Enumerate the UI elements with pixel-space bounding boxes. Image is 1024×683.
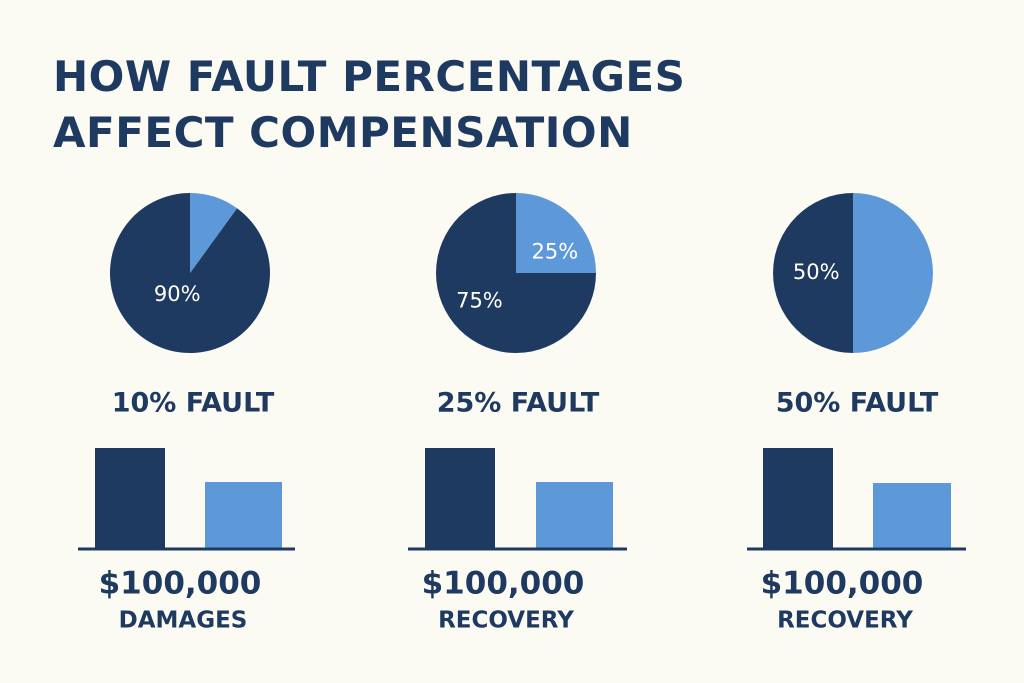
bar-charts-group: $100,000 DAMAGES $100,000 RECOVERY $100,000 R…: [78, 448, 966, 634]
pie-slice-label: 90%: [154, 282, 201, 306]
bar-category-label: DAMAGES: [119, 608, 248, 634]
pie-slice-label: 75%: [456, 289, 503, 313]
bar-value-label: $100,000: [422, 566, 585, 602]
bar-value-label: $100,000: [761, 566, 924, 602]
pie-slice-90: [110, 193, 271, 353]
bar-1: [763, 448, 833, 548]
pie-chart-3: 50% 50% FAULT: [773, 193, 939, 419]
bar-1: [425, 448, 495, 548]
title-line-2: AFFECT COMPENSATION: [53, 108, 633, 157]
pie-chart-1: 90% 10% FAULT: [110, 193, 275, 419]
pie-caption: 10% FAULT: [112, 388, 275, 419]
title-line-1: HOW FAULT PERCENTAGES: [53, 52, 686, 101]
pie-slice-50: [773, 193, 853, 353]
pie-slice-label: 25%: [532, 239, 579, 263]
pie-slice-25: [516, 193, 596, 273]
pie-slice-10: [190, 193, 238, 273]
pie-caption: 25% FAULT: [437, 388, 600, 419]
pie-caption: 50% FAULT: [776, 388, 939, 419]
bar-2: [873, 483, 951, 548]
bar-1: [95, 448, 165, 548]
bar-2: [205, 482, 282, 548]
bar-chart-3: $100,000 RECOVERY: [747, 448, 966, 634]
bar-value-label: $100,000: [99, 566, 262, 602]
bar-category-label: RECOVERY: [777, 608, 913, 634]
pie-charts-group: 90% 10% FAULT 75% 25% 25% FAULT 50% 50% FAULT: [110, 193, 939, 419]
pie-slice-label: 50%: [793, 260, 840, 284]
pie-chart-2: 75% 25% 25% FAULT: [436, 193, 600, 419]
bar-category-label: RECOVERY: [438, 608, 574, 634]
bar-2: [536, 482, 613, 548]
bar-chart-1: $100,000 DAMAGES: [78, 448, 295, 634]
pie-slice-50: [853, 193, 933, 353]
bar-chart-2: $100,000 RECOVERY: [408, 448, 627, 634]
page-title: HOW FAULT PERCENTAGES AFFECT COMPENSATIO…: [53, 49, 685, 161]
